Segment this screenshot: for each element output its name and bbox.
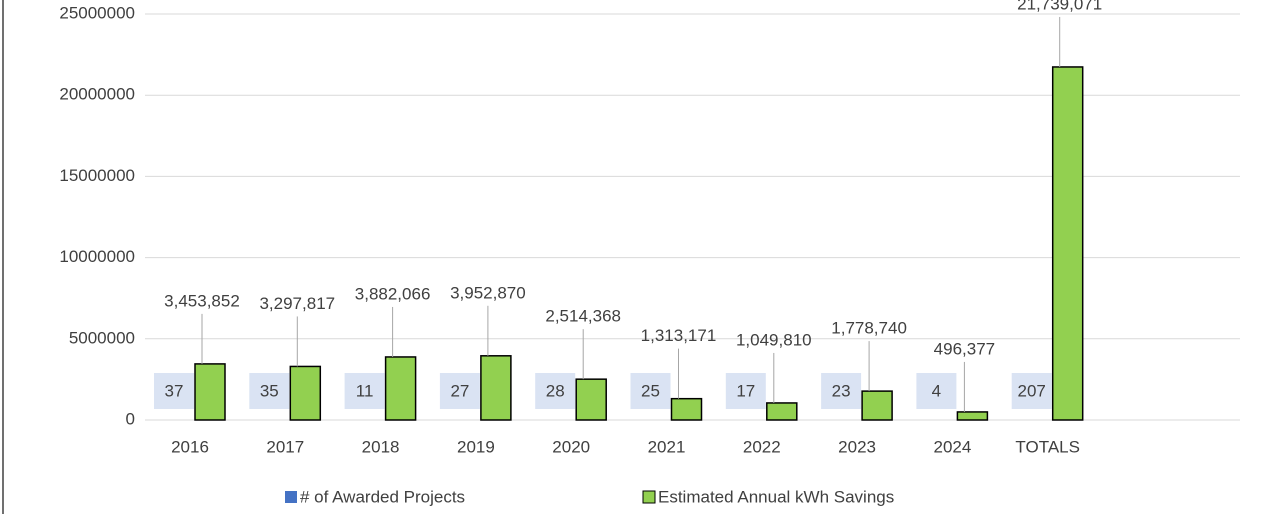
data-label: 3,952,870 [450, 283, 526, 302]
label-box [439, 373, 480, 409]
bar [289, 365, 322, 421]
bar [861, 390, 893, 421]
data-label: 11 [356, 381, 374, 400]
x-tick-label: 2017 [266, 437, 304, 456]
data-label: 28 [546, 381, 565, 400]
label-box [249, 373, 290, 409]
bar [956, 411, 989, 421]
legend-label: # of Awarded Projects [300, 487, 465, 506]
data-label: 3,297,817 [259, 294, 335, 313]
data-label: 2,514,368 [545, 307, 621, 326]
data-label: 35 [260, 381, 279, 400]
x-tick-label: 2022 [743, 437, 781, 456]
y-tick-label: 5000000 [69, 328, 135, 347]
label-box [535, 373, 576, 409]
x-tick-label: 2023 [838, 437, 876, 456]
data-label: 27 [450, 381, 469, 400]
bar [384, 356, 417, 421]
data-label: 17 [736, 381, 755, 400]
y-tick-label: 25000000 [59, 3, 135, 22]
x-tick-label: 2018 [362, 437, 400, 456]
x-tick-label: 2024 [933, 437, 971, 456]
data-label: 1,049,810 [736, 330, 812, 349]
label-box [630, 373, 671, 409]
label-box [821, 373, 862, 409]
y-tick-label: 15000000 [59, 166, 135, 185]
legend-label: Estimated Annual kWh Savings [658, 487, 894, 506]
data-label: 496,377 [934, 339, 995, 358]
label-box [154, 373, 194, 409]
bar [766, 402, 798, 421]
bar [1051, 66, 1084, 421]
data-label: 25 [641, 381, 660, 400]
bar [480, 355, 512, 421]
label-box [1011, 373, 1052, 409]
y-tick-label: 10000000 [59, 247, 135, 266]
data-label: 1,778,740 [831, 319, 907, 338]
bar [670, 397, 703, 421]
data-label: 37 [165, 381, 184, 400]
data-label: 21,739,071 [1017, 0, 1102, 13]
y-tick-label: 0 [126, 409, 135, 428]
bar [575, 378, 607, 421]
data-label: 1,313,171 [641, 326, 717, 345]
legend-swatch [642, 490, 656, 504]
legend-swatch [285, 491, 297, 503]
y-tick-label: 20000000 [59, 85, 135, 104]
x-tick-label: 2020 [552, 437, 590, 456]
x-tick-label: 2021 [648, 437, 686, 456]
x-tick-label: 2019 [457, 437, 495, 456]
x-tick-label: TOTALS [1015, 437, 1080, 456]
data-label: 4 [932, 381, 941, 400]
label-box [916, 373, 957, 409]
data-label: 3,882,066 [355, 284, 431, 303]
data-label: 3,453,852 [164, 291, 240, 310]
bar [194, 363, 226, 421]
label-box [725, 373, 766, 409]
data-label: 207 [1018, 381, 1046, 400]
label-box [344, 373, 385, 409]
x-tick-label: 2016 [171, 437, 209, 456]
data-label: 23 [832, 381, 851, 400]
